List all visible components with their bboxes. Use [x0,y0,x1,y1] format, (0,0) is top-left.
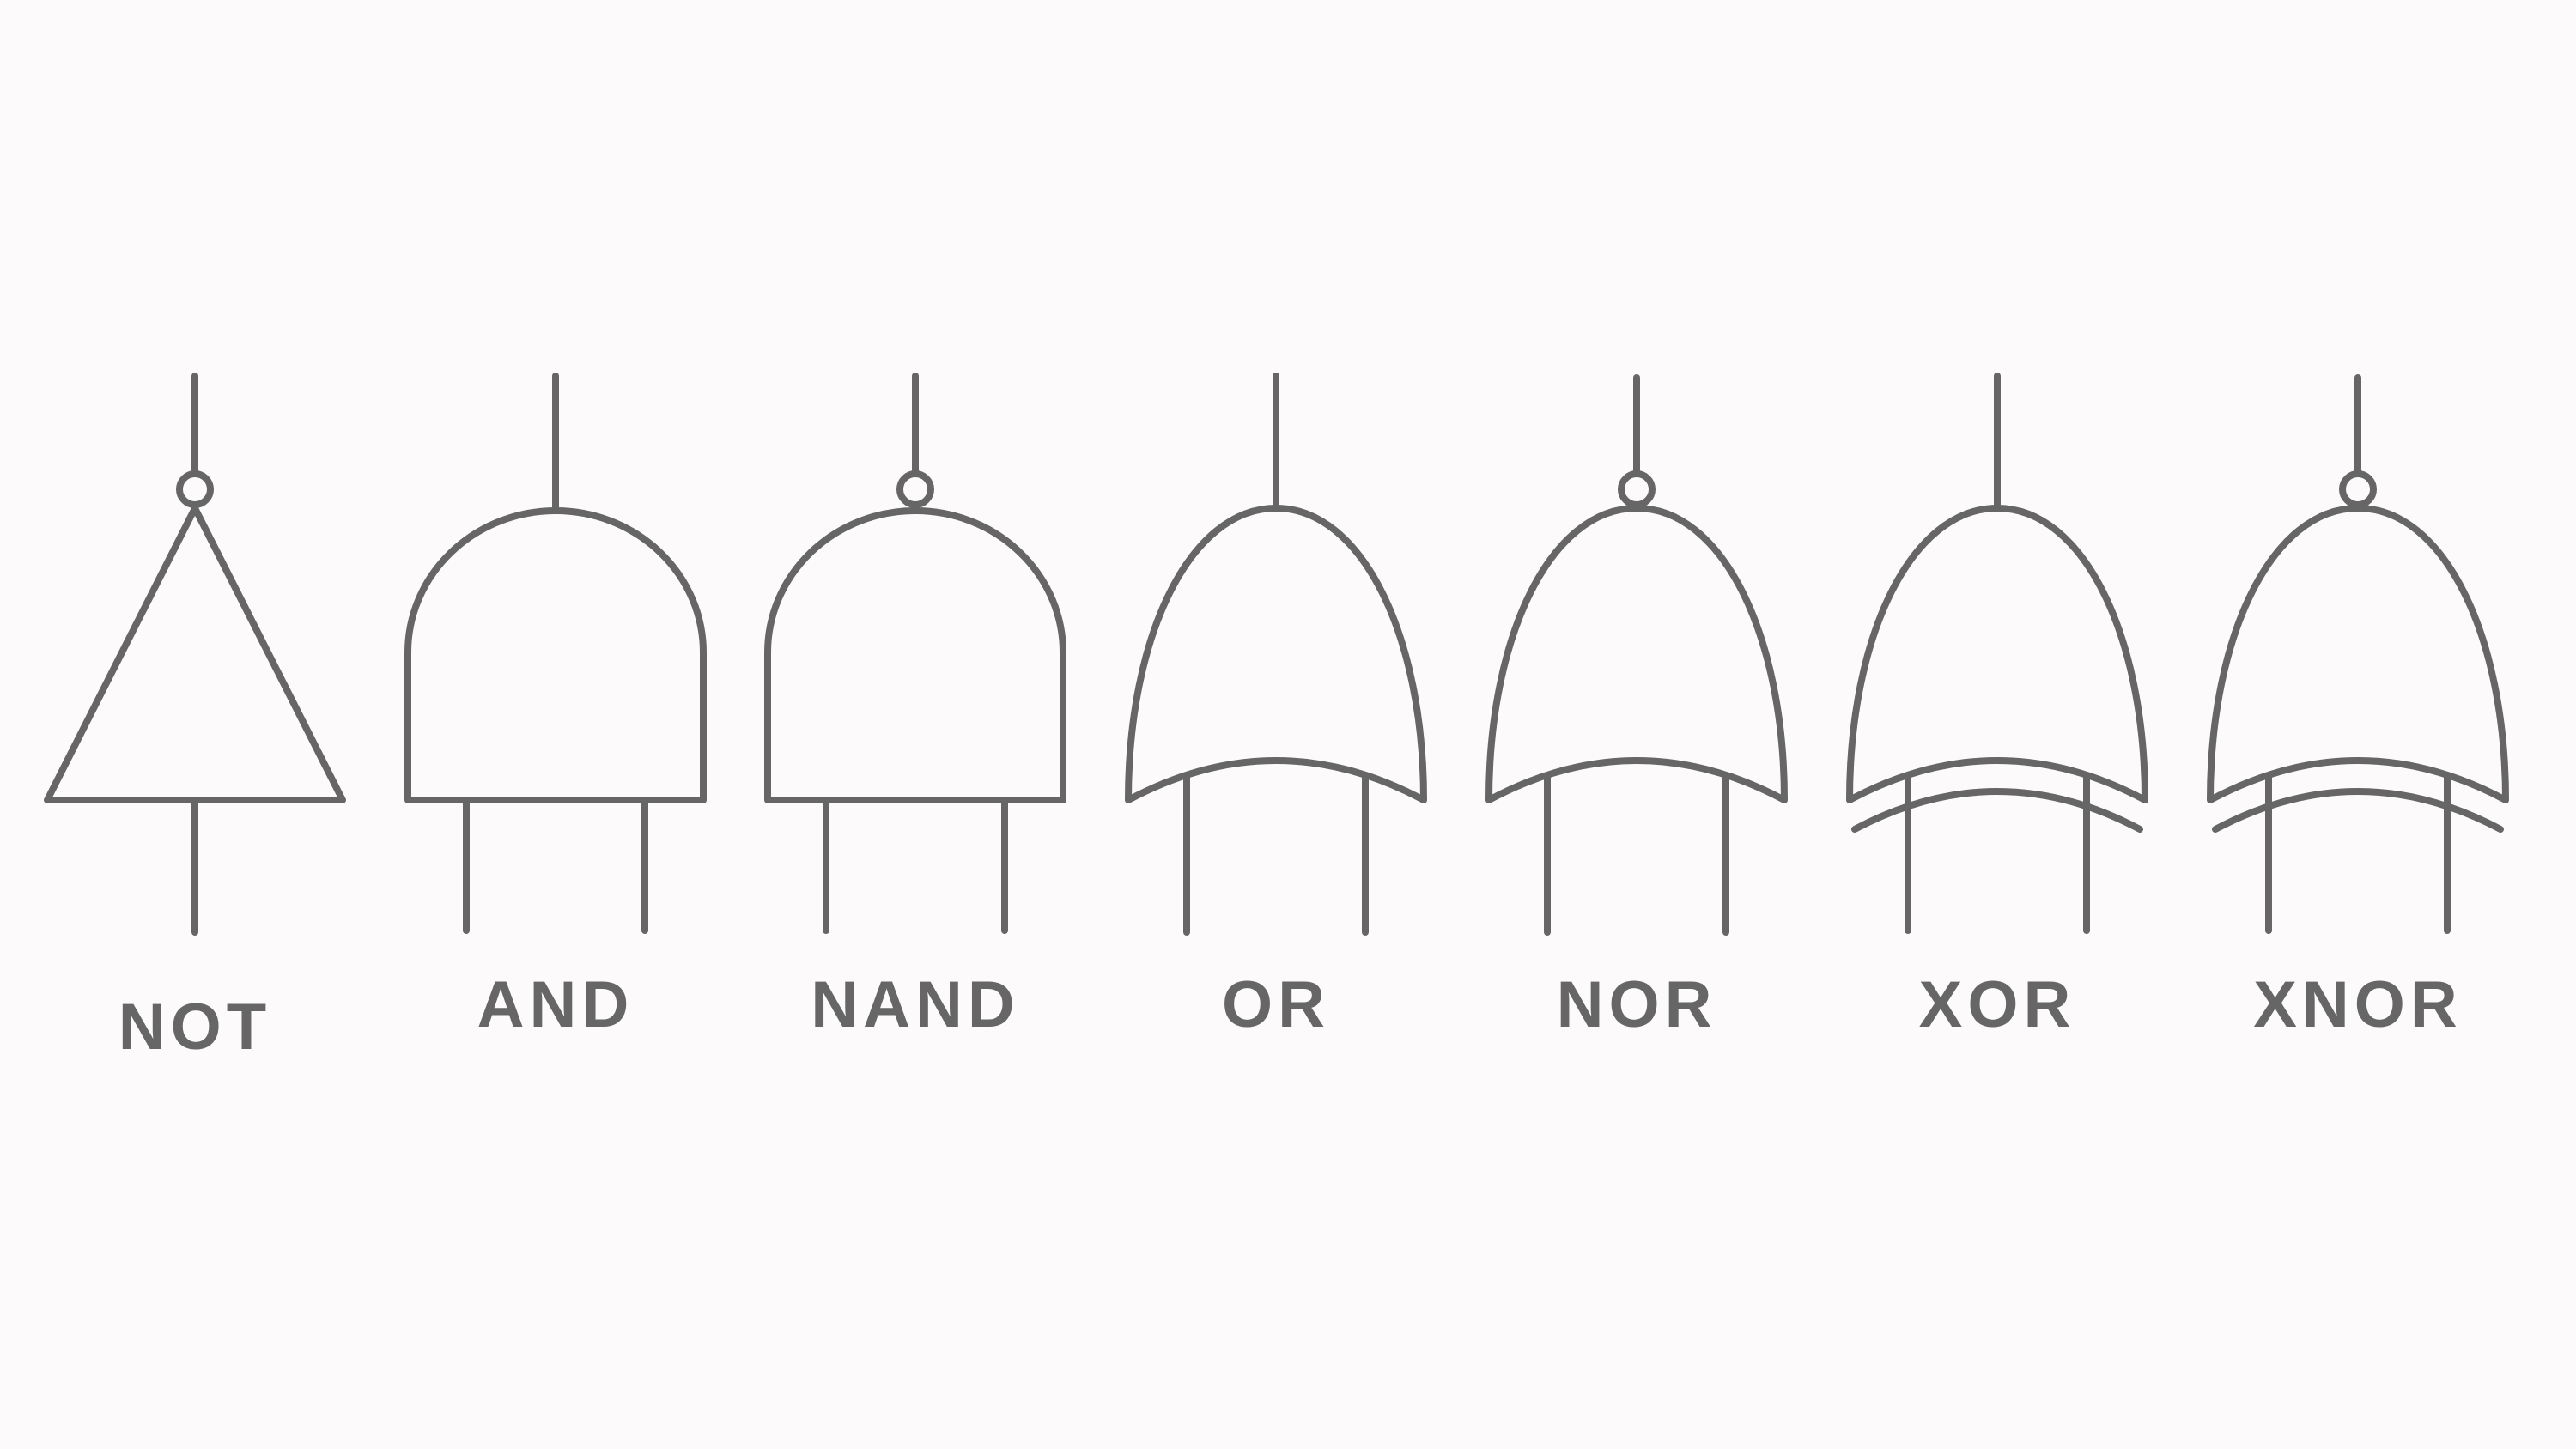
or-gate: OR [1125,373,1427,1041]
nand-gate: NAND [764,373,1066,1041]
and-body [764,507,1066,803]
xor-gate: XOR [1846,373,2148,1041]
or-body [1125,505,1427,803]
gate-label: NAND [811,968,1020,1041]
xnor-gate: XNOR [2207,374,2509,1041]
inversion-bubble-icon [176,470,214,508]
gate-label: XNOR [2253,968,2463,1041]
xor-input-arc [2212,788,2504,833]
or-body [1485,505,1788,803]
gate-label: NOR [1557,968,1717,1041]
gate-label: OR [1222,968,1330,1041]
and-body [404,507,707,803]
gate-label: AND [477,968,635,1041]
gate-label: XOR [1919,968,2076,1041]
nor-gate: NOR [1485,374,1788,1041]
inversion-bubble-icon [896,470,934,508]
not-gate: NOT [44,373,346,1064]
gate-label: NOT [118,991,271,1064]
or-body [1846,505,2148,803]
or-body [2207,505,2509,803]
and-gate: AND [404,373,707,1041]
xor-input-arc [1851,788,2143,833]
